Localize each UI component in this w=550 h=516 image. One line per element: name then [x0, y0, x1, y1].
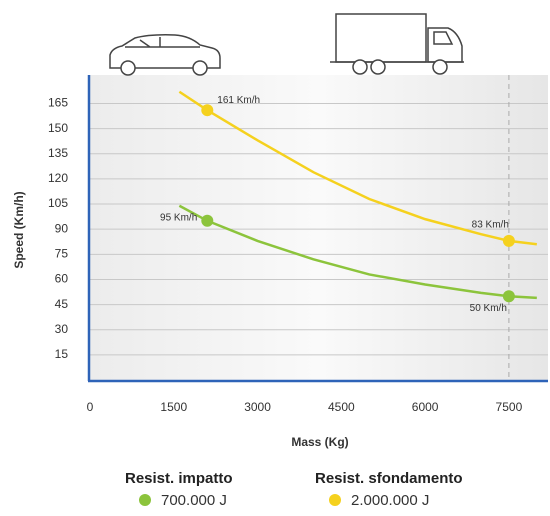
- legend-swatch: [329, 494, 341, 506]
- x-tick-label: 1500: [160, 400, 187, 414]
- y-tick-label: 60: [55, 272, 69, 286]
- truck-icon: [330, 13, 464, 75]
- x-tick-label: 7500: [496, 400, 523, 414]
- data-point: [201, 104, 214, 117]
- data-point: [502, 234, 515, 247]
- data-label: 161 Km/h: [217, 95, 260, 106]
- y-axis-label: Speed (Km/h): [12, 191, 26, 268]
- x-axis-label: Mass (Kg): [291, 435, 348, 449]
- y-tick-label: 165: [48, 96, 68, 110]
- data-point: [201, 214, 214, 227]
- series-line: [178, 204, 537, 300]
- legend-label: 700.000 J: [161, 492, 227, 509]
- y-tick-label: 120: [48, 171, 68, 185]
- x-tick-label: 3000: [244, 400, 271, 414]
- data-label: 95 Km/h: [160, 212, 197, 223]
- y-tick-label: 90: [55, 221, 69, 235]
- x-tick-label: 6000: [412, 400, 439, 414]
- plot-background: [90, 75, 548, 380]
- y-tick-label: 30: [55, 322, 69, 336]
- data-label: 50 Km/h: [470, 303, 507, 314]
- legend-title: Resist. impatto: [125, 470, 233, 487]
- data-label: 83 Km/h: [472, 220, 509, 231]
- x-tick-label: 4500: [328, 400, 355, 414]
- y-tick-label: 135: [48, 146, 68, 160]
- legend-title: Resist. sfondamento: [315, 470, 463, 487]
- y-tick-label: 150: [48, 121, 68, 135]
- y-tick-label: 75: [55, 246, 69, 260]
- legend-label: 2.000.000 J: [351, 492, 429, 509]
- x-tick-label: 0: [87, 400, 94, 414]
- series-line: [178, 90, 537, 246]
- data-point: [502, 290, 515, 303]
- car-icon: [109, 34, 221, 76]
- legend-swatch: [139, 494, 151, 506]
- y-tick-label: 105: [48, 196, 68, 210]
- y-tick-label: 45: [55, 297, 69, 311]
- y-tick-label: 15: [55, 347, 69, 361]
